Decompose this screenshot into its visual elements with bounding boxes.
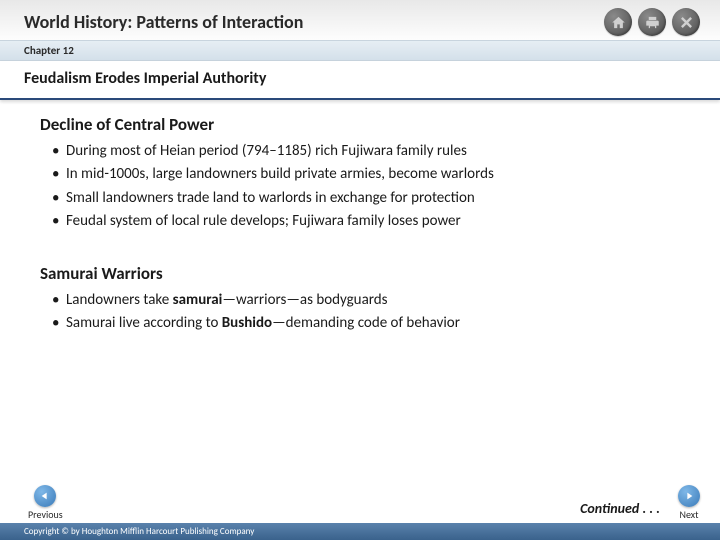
header-bar: World History: Patterns of Interaction bbox=[0, 0, 720, 40]
footer: Previous Continued . . . Next Copyright … bbox=[0, 485, 720, 540]
section-heading-2: Samurai Warriors bbox=[40, 263, 680, 284]
nav-right-group: Continued . . . Next bbox=[580, 485, 700, 521]
previous-label: Previous bbox=[28, 508, 63, 521]
previous-button[interactable]: Previous bbox=[28, 485, 63, 521]
next-button[interactable]: Next bbox=[678, 485, 700, 521]
home-icon[interactable] bbox=[604, 8, 632, 36]
print-icon[interactable] bbox=[638, 8, 666, 36]
next-label: Next bbox=[680, 508, 699, 521]
bullet-item: In mid-1000s, large landowners build pri… bbox=[66, 164, 680, 184]
nav-row: Previous Continued . . . Next bbox=[0, 485, 720, 523]
close-icon[interactable] bbox=[672, 8, 700, 36]
bullet-item: Small landowners trade land to warlords … bbox=[66, 188, 680, 208]
bullet-list-1: During most of Heian period (794–1185) r… bbox=[40, 141, 680, 231]
section-heading-1: Decline of Central Power bbox=[40, 114, 680, 135]
slide-title-bar: Feudalism Erodes Imperial Authority bbox=[0, 61, 720, 100]
bullet-item: Feudal system of local rule develops; Fu… bbox=[66, 211, 680, 231]
bullet-item: During most of Heian period (794–1185) r… bbox=[66, 141, 680, 161]
chapter-bar: Chapter 12 bbox=[0, 40, 720, 61]
book-title: World History: Patterns of Interaction bbox=[24, 11, 303, 33]
chapter-label: Chapter 12 bbox=[24, 44, 74, 57]
copyright-text: Copyright © by Houghton Mifflin Harcourt… bbox=[24, 526, 254, 537]
bullet-list-2: Landowners take samurai—warriors—as body… bbox=[40, 290, 680, 334]
previous-arrow-icon bbox=[34, 485, 56, 507]
next-arrow-icon bbox=[678, 485, 700, 507]
bullet-item: Landowners take samurai—warriors—as body… bbox=[66, 290, 680, 310]
top-icons bbox=[604, 8, 700, 36]
copyright-bar: Copyright © by Houghton Mifflin Harcourt… bbox=[0, 523, 720, 540]
bullet-item: Samurai live according to Bushido—demand… bbox=[66, 313, 680, 333]
continued-label: Continued . . . bbox=[580, 500, 660, 517]
content-area: Decline of Central Power During most of … bbox=[0, 100, 720, 347]
slide-title: Feudalism Erodes Imperial Authority bbox=[24, 69, 696, 88]
